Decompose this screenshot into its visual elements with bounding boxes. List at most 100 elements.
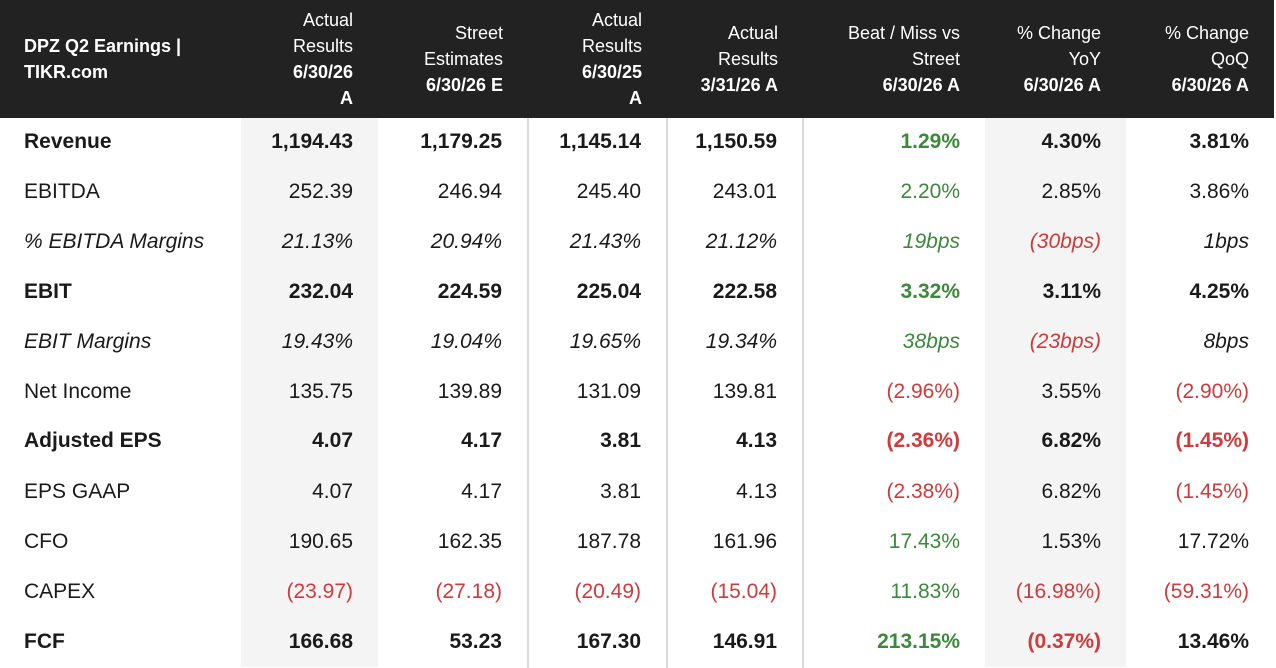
column-header-label: % Change QoQ: [1164, 23, 1249, 69]
table-cell: 3.32%: [900, 280, 960, 303]
table-row: CFO 190.65 162.35 187.78 161.96 17.43% 1.53% 17…: [0, 517, 1274, 567]
column-header: Actual Results 6/30/25 A: [528, 0, 667, 118]
table-cell: 19.34%: [667, 317, 804, 367]
row-label: EPS GAAP: [0, 465, 241, 517]
table-cell: (2.38%): [803, 465, 985, 517]
table-cell: 224.59: [378, 267, 529, 317]
row-label: Adjusted EPS: [0, 415, 241, 466]
table-cell: 4.17: [378, 465, 529, 517]
table-cell: (2.90%): [1175, 379, 1249, 403]
table-cell: (2.96%): [886, 379, 960, 403]
table-cell: 3.11%: [985, 267, 1126, 317]
table-cell: 139.81: [667, 367, 804, 416]
table-cell: 21.12%: [667, 217, 804, 267]
column-header: Street Estimates 6/30/26 E: [378, 0, 528, 118]
header-row: DPZ Q2 Earnings | TIKR.com Actual Result…: [0, 0, 1274, 118]
table-cell: 20.94%: [378, 217, 529, 267]
table-cell: 13.46%: [1126, 615, 1274, 667]
row-label: EBIT Margins: [24, 330, 152, 353]
column-header: Beat / Miss vs Street 6/30/26 A: [803, 0, 985, 118]
table-cell: 1,145.14: [528, 118, 668, 166]
table-row: Revenue 1,194.43 1,179.25 1,145.14 1,150.59 1…: [0, 118, 1274, 166]
table-cell: 131.09: [528, 367, 668, 416]
table-cell: (30bps): [985, 217, 1126, 267]
table-cell: 252.39: [241, 165, 378, 217]
row-label: CFO: [24, 530, 69, 553]
row-label: % EBITDA Margins: [24, 230, 205, 253]
column-header-date: 6/30/26 A: [1171, 75, 1249, 95]
table-cell: 3.86%: [1126, 165, 1274, 217]
table-cell: 190.65: [241, 517, 378, 567]
table-cell: (2.36%): [803, 415, 985, 466]
table-cell: 187.78: [528, 517, 668, 567]
column-header-label: Actual Results: [717, 23, 778, 69]
table-row: EBIT 232.04 224.59 225.04 222.58 3.32% 3.11% 4.…: [0, 267, 1274, 317]
table-cell: 1bps: [1203, 230, 1249, 253]
column-header-date: 6/30/26 A: [882, 75, 960, 95]
column-header: % Change QoQ 6/30/26 A: [1126, 0, 1274, 118]
table-cell: 19bps: [902, 230, 960, 253]
table-cell: 232.04: [241, 267, 378, 317]
table-cell: 8bps: [1203, 330, 1249, 353]
column-header-date: 6/30/25 A: [581, 62, 642, 108]
table-row: % EBITDA Margins 21.13% 20.94% 21.43% 21.12%…: [0, 217, 1274, 267]
table-cell: 3.81%: [1189, 129, 1249, 153]
table-row: EBITDA 252.39 246.94 245.40 243.01 2.20% 2.85%…: [0, 165, 1274, 217]
table-cell: 1.29%: [900, 129, 960, 153]
table-cell: 3.55%: [985, 367, 1126, 416]
table-row: EPS GAAP 4.07 4.17 3.81 4.13 (2.38%) 6.82% (1.4…: [0, 465, 1274, 517]
column-header-date: 6/30/26 A: [292, 62, 353, 108]
column-header-date: 3/31/26 A: [700, 75, 778, 95]
table-cell: 53.23: [378, 615, 529, 667]
table-row: EBIT Margins 19.43% 19.04% 19.65% 19.34% 38bp…: [0, 317, 1274, 367]
table-cell: 243.01: [667, 165, 804, 217]
column-header-date: 6/30/26 A: [1023, 75, 1101, 95]
table-cell: 11.83%: [890, 579, 960, 603]
table-cell: 4.13: [667, 465, 804, 517]
table-cell: 4.25%: [1189, 280, 1249, 303]
table-cell: 167.30: [528, 615, 668, 667]
column-header: Actual Results 3/31/26 A: [667, 0, 803, 118]
table-title: DPZ Q2 Earnings | TIKR.com: [0, 0, 241, 118]
table-cell: (20.49): [528, 567, 668, 616]
table-cell: 38bps: [902, 330, 960, 353]
table-cell: (23.97): [241, 567, 378, 616]
table-row: Net Income 135.75 139.89 131.09 139.81 (2.96%…: [0, 367, 1274, 416]
table-row: CAPEX (23.97) (27.18) (20.49) (15.04) 11.83% (…: [0, 567, 1274, 616]
table-row: Adjusted EPS 4.07 4.17 3.81 4.13 (2.36%) 6.82%…: [0, 415, 1274, 466]
table-title-text: DPZ Q2 Earnings | TIKR.com: [24, 36, 182, 82]
table-cell: 4.13: [667, 415, 804, 466]
table-cell: 139.89: [378, 367, 529, 416]
table-cell: 245.40: [528, 165, 668, 217]
table-cell: 222.58: [667, 267, 804, 317]
table-cell: 2.85%: [985, 165, 1126, 217]
table-cell: 213.15%: [803, 615, 985, 667]
table-cell: (0.37%): [985, 615, 1126, 667]
table-cell: 19.65%: [528, 317, 668, 367]
table-cell: 1.53%: [985, 517, 1126, 567]
table-cell: 1,150.59: [667, 118, 804, 166]
row-label: CAPEX: [24, 579, 96, 603]
column-header-label: Actual Results: [581, 10, 642, 56]
table-cell: 162.35: [378, 517, 529, 567]
table-cell: 1,179.25: [378, 118, 529, 166]
table-cell: 17.43%: [888, 530, 960, 553]
table-cell: (23bps): [985, 317, 1126, 367]
table-cell: 21.13%: [241, 217, 378, 267]
row-label: EBITDA: [0, 165, 241, 217]
column-header-label: % Change YoY: [1016, 23, 1101, 69]
table-cell: 146.91: [667, 615, 804, 667]
table-cell: 225.04: [528, 267, 668, 317]
table-cell: (15.04): [667, 567, 804, 616]
row-label: FCF: [0, 615, 241, 667]
row-label: Net Income: [24, 379, 132, 403]
table-cell: (16.98%): [985, 567, 1126, 616]
table-cell: (27.18): [378, 567, 529, 616]
table-cell: 4.07: [241, 415, 378, 466]
table-cell: 6.82%: [985, 415, 1126, 466]
table-cell: 161.96: [667, 517, 804, 567]
table-cell: 4.17: [378, 415, 529, 466]
table-cell: 21.43%: [528, 217, 668, 267]
